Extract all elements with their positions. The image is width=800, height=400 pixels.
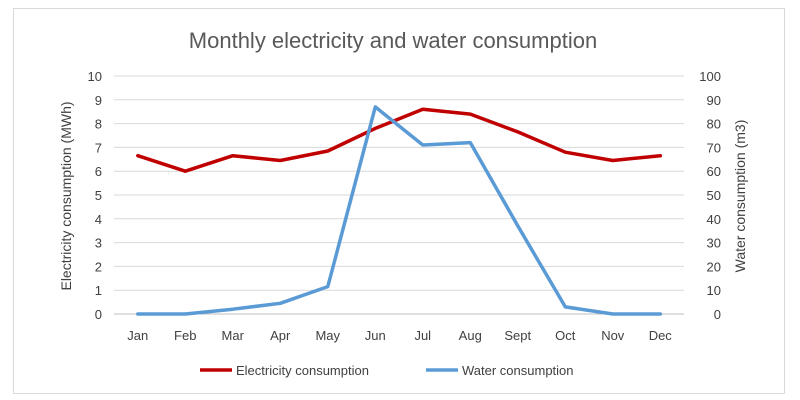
right-tick-label: 90 <box>707 93 721 108</box>
x-tick-label: Jun <box>365 328 386 343</box>
left-tick-label: 2 <box>95 259 102 274</box>
x-tick-label: Mar <box>222 328 245 343</box>
left-tick-label: 4 <box>95 212 102 227</box>
water-line <box>136 105 663 316</box>
chart-frame <box>13 8 785 394</box>
x-tick-label: Apr <box>270 328 291 343</box>
right-tick-label: 30 <box>707 236 721 251</box>
x-tick-label: Dec <box>649 328 673 343</box>
right-tick-label: 0 <box>714 307 721 322</box>
x-tick-label: Jul <box>414 328 431 343</box>
x-tick-label: Aug <box>459 328 482 343</box>
right-tick-label: 80 <box>707 117 721 132</box>
left-axis-ticks: 0 1 2 3 4 5 6 7 8 9 10 <box>88 69 102 322</box>
right-tick-label: 100 <box>699 69 721 84</box>
legend: Electricity consumption Water consumptio… <box>200 363 574 378</box>
left-tick-label: 6 <box>95 164 102 179</box>
gridlines <box>114 75 684 315</box>
x-tick-label: Feb <box>174 328 196 343</box>
right-axis-ticks: 0 10 20 30 40 50 60 70 80 90 100 <box>699 69 721 322</box>
right-tick-label: 20 <box>707 259 721 274</box>
x-tick-label: Sept <box>504 328 531 343</box>
right-tick-label: 70 <box>707 140 721 155</box>
left-tick-label: 7 <box>95 140 102 155</box>
x-tick-label: Jan <box>127 328 148 343</box>
left-tick-label: 8 <box>95 117 102 132</box>
x-axis-ticks: Jan Feb Mar Apr May Jun Jul Aug Sept Oct Nov Dec <box>127 328 672 343</box>
legend-label-water: Water consumption <box>462 363 574 378</box>
x-tick-label: Oct <box>555 328 576 343</box>
left-tick-label: 10 <box>88 69 102 84</box>
left-axis-title: Electricity consumption (MWh) <box>58 101 74 290</box>
left-tick-label: 1 <box>95 283 102 298</box>
right-tick-label: 40 <box>707 212 721 227</box>
right-tick-label: 60 <box>707 164 721 179</box>
x-tick-label: Nov <box>601 328 625 343</box>
right-axis-title: Water consumption (m3) <box>732 120 748 273</box>
left-tick-label: 3 <box>95 236 102 251</box>
right-tick-label: 10 <box>707 283 721 298</box>
chart-title: Monthly electricity and water consumptio… <box>189 28 597 53</box>
left-tick-label: 9 <box>95 93 102 108</box>
series-lines <box>136 105 663 316</box>
electricity-line <box>136 107 663 173</box>
x-tick-label: May <box>315 328 340 343</box>
left-tick-label: 5 <box>95 188 102 203</box>
right-tick-label: 50 <box>707 188 721 203</box>
left-tick-label: 0 <box>95 307 102 322</box>
legend-label-electricity: Electricity consumption <box>236 363 369 378</box>
